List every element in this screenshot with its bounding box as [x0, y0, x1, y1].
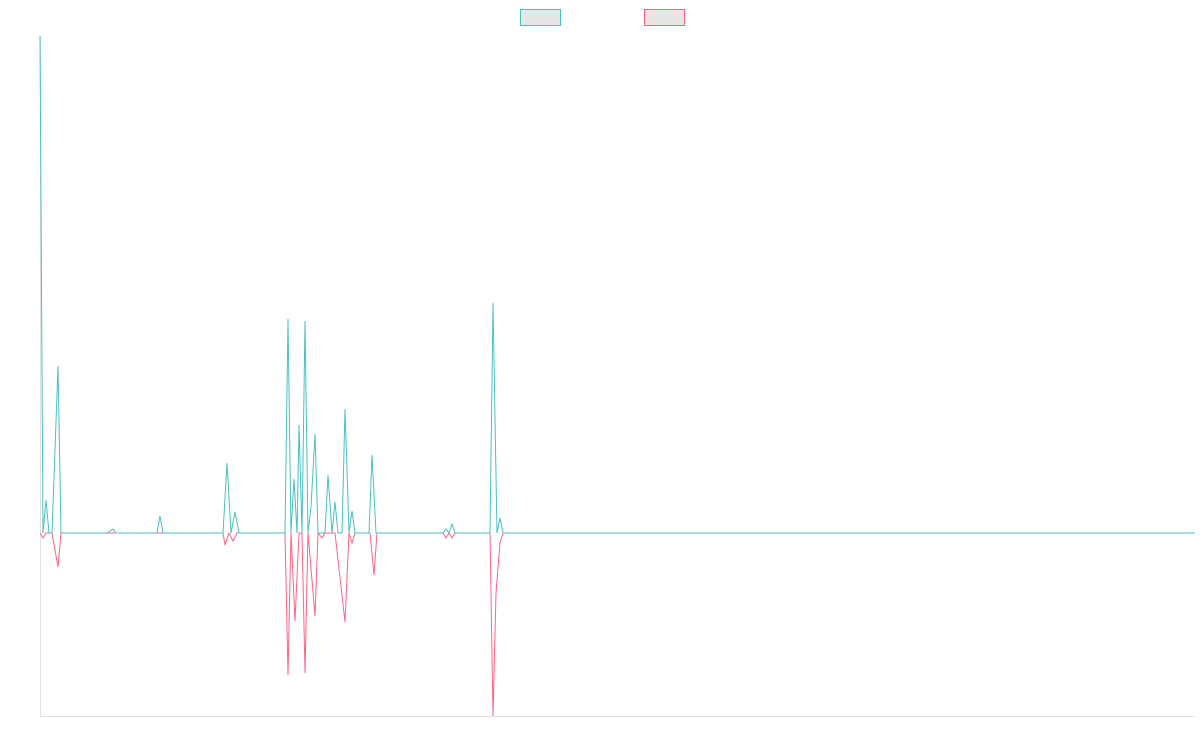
series-line — [39, 531, 1195, 717]
series-line — [39, 35, 1195, 535]
legend-swatch — [644, 9, 685, 26]
legend-swatch — [520, 9, 561, 26]
